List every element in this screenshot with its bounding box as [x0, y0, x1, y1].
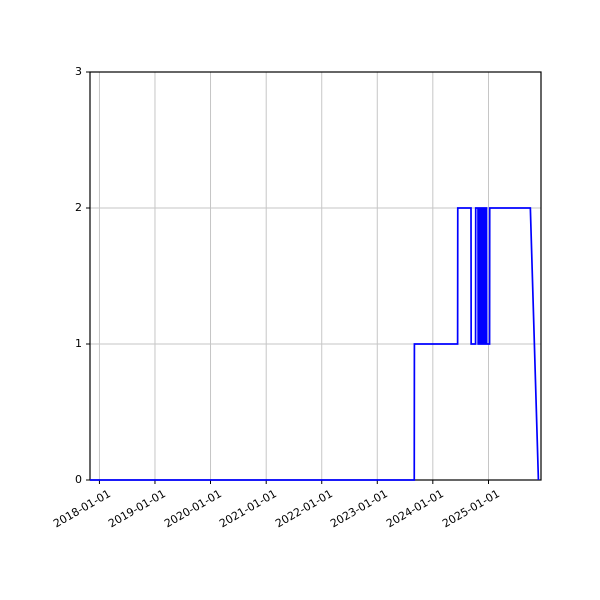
y-tick-label: 0 [75, 473, 82, 486]
y-tick-label: 1 [75, 337, 82, 350]
data-series-line [90, 207, 540, 481]
y-tick-label: 2 [75, 201, 82, 214]
plot-spines [89, 71, 542, 481]
y-tick-label: 3 [75, 65, 82, 78]
